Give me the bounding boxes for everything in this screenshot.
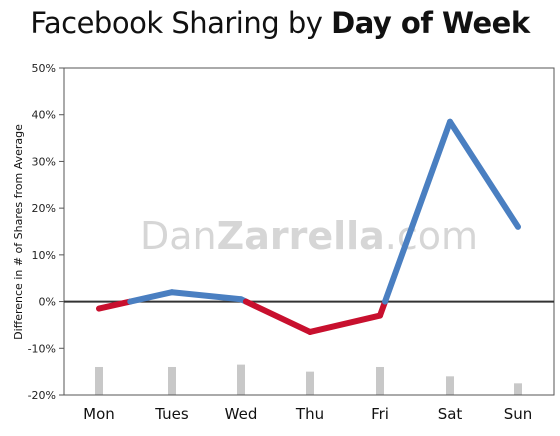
y-tick-label: 20% bbox=[32, 202, 56, 215]
series-segment bbox=[447, 118, 521, 230]
series-segment bbox=[382, 118, 453, 305]
watermark-part3: .com bbox=[385, 214, 478, 258]
watermark: DanZarrella.com bbox=[140, 214, 478, 258]
series-segment bbox=[242, 298, 313, 335]
series-segment bbox=[307, 312, 383, 335]
y-tick-label: 0% bbox=[39, 296, 56, 309]
bar bbox=[306, 371, 314, 395]
series-segment bbox=[96, 298, 134, 312]
bar bbox=[237, 364, 245, 395]
bar bbox=[95, 366, 103, 395]
watermark-part2: Zarrella bbox=[217, 214, 385, 258]
series-segment bbox=[169, 289, 244, 303]
chart-title: Facebook Sharing by Day of Week bbox=[0, 6, 560, 40]
y-tick-label: 10% bbox=[32, 249, 56, 262]
plot-frame bbox=[63, 67, 555, 396]
x-tick-label: Mon bbox=[83, 405, 115, 423]
y-axis-label: Difference in # of Shares from Average bbox=[12, 124, 25, 340]
chart-title-light: Facebook Sharing by bbox=[30, 6, 323, 40]
y-tick-label: 30% bbox=[32, 155, 56, 168]
x-tick-label: Sun bbox=[504, 405, 533, 423]
x-tick-label: Fri bbox=[371, 405, 389, 423]
bar bbox=[168, 366, 176, 395]
x-tick-label: Sat bbox=[438, 405, 463, 423]
y-tick-label: -20% bbox=[28, 389, 56, 402]
y-tick-label: 50% bbox=[32, 62, 56, 75]
y-tick-label: -10% bbox=[28, 342, 56, 355]
bar bbox=[446, 376, 454, 395]
x-tick-label: Wed bbox=[225, 405, 258, 423]
x-tick-label: Thu bbox=[295, 405, 324, 423]
series-segment bbox=[127, 289, 175, 305]
bar bbox=[514, 383, 522, 395]
x-tick-label: Tues bbox=[154, 405, 189, 423]
bar bbox=[376, 366, 384, 395]
chart-title-bold: Day of Week bbox=[331, 6, 530, 40]
watermark-part1: Dan bbox=[140, 214, 217, 258]
svg-text:DanZarrella.com: DanZarrella.com bbox=[140, 214, 478, 258]
y-tick-label: 40% bbox=[32, 109, 56, 122]
